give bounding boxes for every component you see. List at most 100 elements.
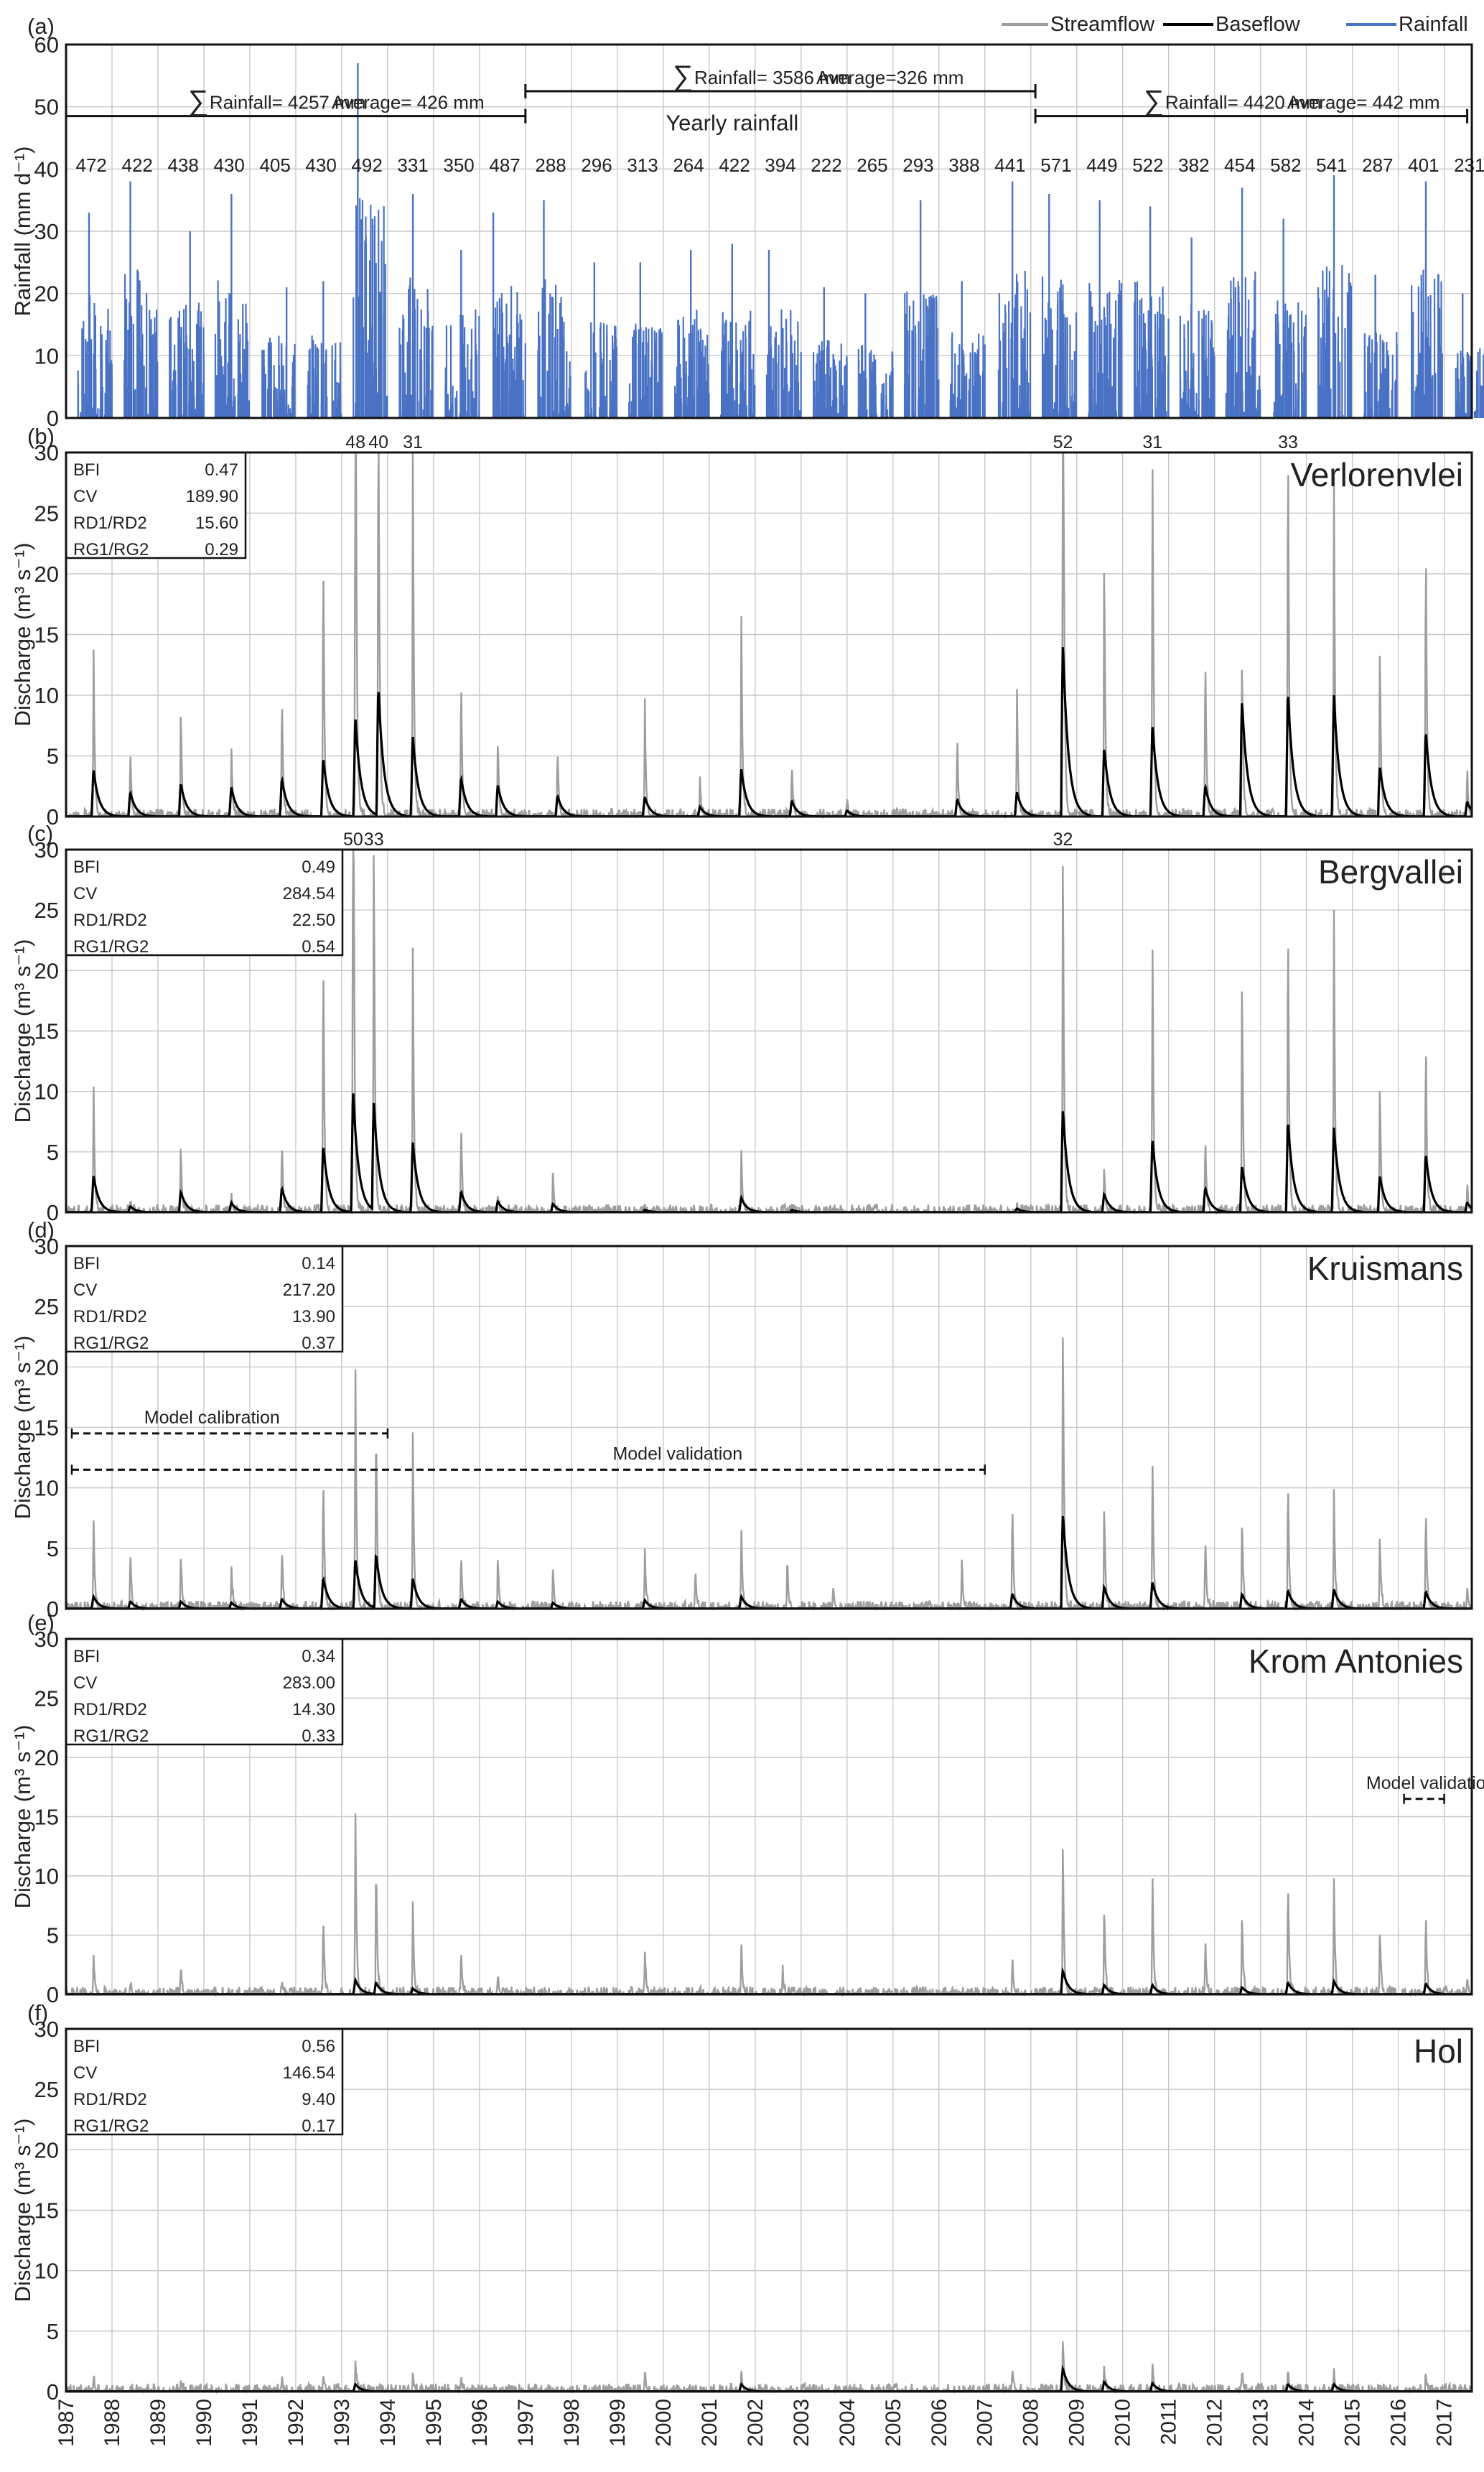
stat-value: 9.40: [302, 2090, 335, 2109]
period-annotation-label: Model calibration: [144, 1408, 280, 1428]
y-tick-label: 25: [34, 898, 59, 923]
x-tick-label: 1987: [55, 2399, 78, 2447]
yearly-rainfall-value: 430: [305, 154, 336, 176]
panel-letter: (c): [27, 821, 53, 846]
yearly-rainfall-value: 222: [811, 154, 841, 176]
stat-name: CV: [73, 1673, 97, 1693]
y-tick-label: 25: [34, 1294, 59, 1319]
stat-value: 13.90: [292, 1307, 335, 1326]
x-tick-label: 1999: [606, 2399, 630, 2447]
yearly-rainfall-value: 422: [719, 154, 750, 176]
yearly-rainfall-value: 401: [1408, 154, 1439, 176]
x-tick-label: 2007: [974, 2399, 997, 2447]
x-tick-label: 2013: [1249, 2399, 1273, 2447]
x-tick-label: 2012: [1203, 2399, 1227, 2447]
y-tick-label: 30: [34, 219, 59, 244]
x-tick-label: 2014: [1295, 2399, 1319, 2447]
stat-value: 0.56: [302, 2037, 335, 2056]
yearly-rainfall-value: 582: [1270, 154, 1301, 176]
yearly-rainfall-value: 265: [857, 154, 887, 176]
yearly-rainfall-title: Yearly rainfall: [666, 111, 798, 136]
y-tick-label: 25: [34, 1686, 59, 1711]
panel-letter: (b): [27, 424, 55, 449]
x-tick-label: 1998: [560, 2399, 584, 2447]
panel-letter: (a): [27, 14, 55, 39]
y-tick-label: 15: [34, 1805, 59, 1830]
x-tick-label: 2004: [836, 2399, 859, 2447]
y-tick-label: 0: [47, 406, 59, 431]
period-annotation-label: Model validation: [612, 1444, 742, 1464]
y-tick-label: 0: [47, 804, 59, 830]
stat-name: BFI: [73, 2037, 100, 2056]
y-tick-label: 20: [34, 958, 59, 983]
stat-value: 189.90: [186, 487, 238, 506]
legend-streamflow-label: Streamflow: [1050, 13, 1155, 36]
stat-name: RD1/RD2: [73, 1700, 147, 1719]
yearly-rainfall-value: 438: [167, 154, 198, 176]
stat-name: BFI: [73, 1254, 100, 1273]
yearly-rainfall-value: 487: [489, 154, 520, 176]
stat-value: 146.54: [283, 2063, 335, 2083]
y-tick-label: 20: [34, 1355, 59, 1380]
x-tick-label: 2000: [652, 2399, 676, 2447]
stat-value: 283.00: [283, 1673, 335, 1693]
yearly-rainfall-value: 522: [1132, 154, 1163, 176]
station-name: Krom Antonies: [1249, 1642, 1463, 1680]
y-axis-label: Discharge (m³ s⁻¹): [10, 1725, 35, 1909]
x-tick-label: 1995: [422, 2399, 446, 2447]
yearly-rainfall-value: 454: [1224, 154, 1255, 176]
panel-frame: [65, 1245, 1473, 1610]
x-tick-label: 1994: [376, 2399, 400, 2447]
stat-value: 0.34: [302, 1647, 335, 1666]
stat-value: 0.54: [302, 937, 335, 957]
stat-value: 15.60: [195, 514, 238, 533]
stat-name: CV: [73, 487, 97, 506]
legend: Streamflow Baseflow Rainfall: [1002, 13, 1468, 36]
x-tick-label: 2001: [698, 2399, 722, 2447]
stat-value: 0.37: [302, 1334, 335, 1353]
legend-rainfall-label: Rainfall: [1399, 13, 1468, 36]
sum-symbol: ∑: [188, 85, 209, 117]
stat-value: 14.30: [292, 1700, 335, 1719]
peak-value-label: 32: [1053, 830, 1073, 850]
y-tick-label: 10: [34, 683, 59, 708]
y-tick-label: 25: [34, 2077, 59, 2102]
x-tick-label: 2005: [882, 2399, 905, 2447]
stat-value: 0.33: [302, 1727, 335, 1746]
peak-value-label: 52: [1053, 432, 1073, 452]
y-axis-label: Rainfall (mm d⁻¹): [10, 147, 35, 317]
y-tick-label: 10: [34, 1476, 59, 1501]
y-tick-label: 10: [34, 1079, 59, 1105]
panel-frame: [65, 451, 1473, 818]
stats-box-frame: [65, 1245, 344, 1353]
station-name: Kruismans: [1307, 1250, 1463, 1287]
period-sum-label: Rainfall= 4420 mm: [1165, 92, 1322, 113]
yearly-rainfall-value: 405: [259, 154, 290, 176]
stat-value: 0.14: [302, 1254, 335, 1273]
y-tick-label: 10: [34, 1864, 59, 1889]
panel-frame: [65, 43, 1473, 419]
y-axis-label: Discharge (m³ s⁻¹): [10, 939, 35, 1123]
yearly-rainfall-value: 313: [627, 154, 658, 176]
y-axis-label: Discharge (m³ s⁻¹): [10, 2119, 35, 2303]
y-axis-label: Discharge (m³ s⁻¹): [10, 1336, 35, 1520]
y-tick-label: 20: [34, 562, 59, 587]
station-name: Hol: [1414, 2032, 1463, 2070]
x-tick-label: 2008: [1019, 2399, 1043, 2447]
panel-frame: [65, 2027, 1473, 2393]
period-annotation-label: Model validation: [1366, 1773, 1484, 1793]
y-tick-label: 5: [47, 1140, 59, 1165]
gridlines: [65, 452, 1472, 817]
period-sum-label: Rainfall= 4257 mm: [210, 92, 366, 113]
stat-name: RG1/RG2: [73, 540, 149, 559]
panel-f-hol: 0 5 10 15 20 25 30 Hol BFI 0.56 CV 146.54 RD1/RD2 9.4…: [10, 2000, 1473, 2404]
stats-box: BFI 0.49 CV 284.54 RD1/RD2 22.50 RG1/RG2 0.54: [65, 848, 344, 957]
yearly-rainfall-value: 288: [535, 154, 566, 176]
y-tick-label: 0: [47, 1200, 59, 1225]
y-tick-label: 0: [47, 2379, 59, 2404]
yearly-rainfall-value: 350: [443, 154, 474, 176]
x-tick-label: 2011: [1157, 2399, 1181, 2445]
y-tick-label: 60: [34, 32, 59, 57]
stats-box: BFI 0.47 CV 189.90 RD1/RD2 15.60 RG1/RG2 0.29: [65, 451, 247, 559]
